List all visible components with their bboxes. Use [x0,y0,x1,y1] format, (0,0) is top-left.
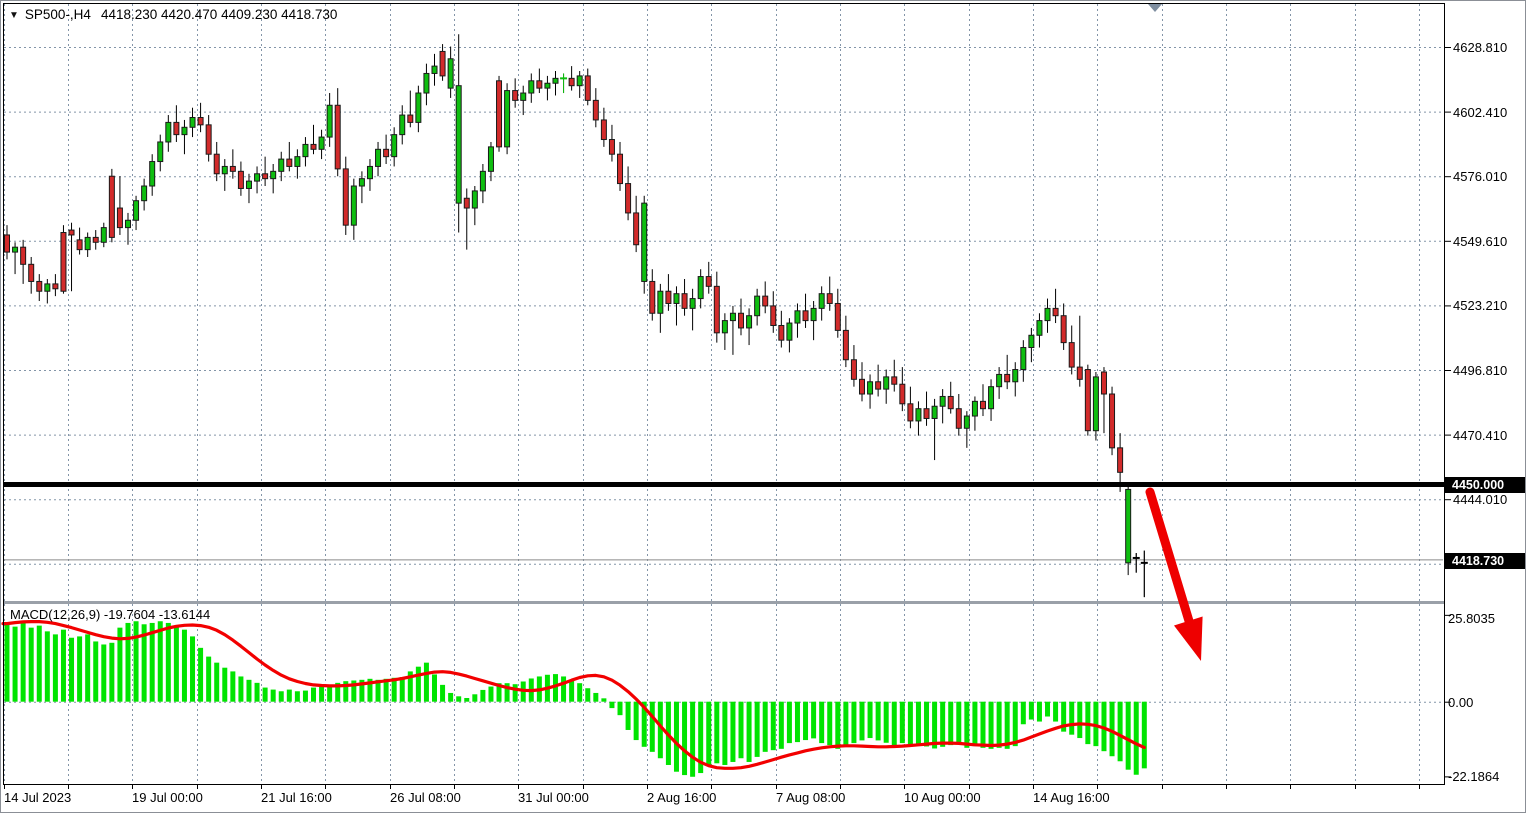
macd-signal-line [1,619,1146,770]
symbol-period-label: SP500-,H4 [24,7,91,22]
price-tick-label: 4549.610 [1453,233,1508,249]
hline-price-tag: 4450.000 [1445,476,1525,493]
time-axis-label: 2 Aug 16:00 [647,790,717,805]
price-tick-label: 4602.410 [1453,104,1508,120]
candlestick-series [4,34,1148,598]
time-axis-label: 14 Aug 16:00 [1033,790,1110,805]
time-axis-label: 31 Jul 00:00 [518,790,589,805]
collapse-triangle-icon[interactable]: ▼ [9,10,19,21]
price-tick-label: 4444.010 [1453,492,1508,508]
price-tick-label: 4628.810 [1453,40,1508,55]
macd-indicator-label: MACD(12,26,9) -19.7604 -13.6144 [10,607,211,622]
macd-histogram [4,621,1147,777]
time-axis-label: 26 Jul 08:00 [390,790,461,805]
time-axis-label: 21 Jul 16:00 [261,790,332,805]
time-axis-label: 10 Aug 00:00 [904,790,981,805]
macd-scale-min: -22.1864 [1448,769,1500,785]
pane-separator-bar [3,601,1444,604]
ohlc-values: 4418.230 4420.470 4409.230 4418.730 [100,7,338,22]
chart-title: ▼ SP500-,H4 4418.230 4420.470 4409.230 441… [9,7,337,22]
chart-shift-triangle-icon[interactable] [1148,4,1162,12]
pane-separator[interactable] [3,600,1444,606]
price-tick-label: 4496.810 [1453,363,1508,378]
price-tick-label: 4470.410 [1453,427,1508,443]
macd-scale-zero: 0.00 [1448,694,1474,710]
axis-ticks [4,47,1451,789]
time-axis-label: 7 Aug 08:00 [776,790,846,805]
chart-frame [3,3,1445,785]
trend-arrow[interactable] [1145,487,1203,661]
last-price-tag: 4418.730 [1445,553,1525,570]
price-tick-label: 4576.010 [1453,169,1508,185]
price-tick-label: 4523.210 [1453,298,1508,314]
time-axis-label: 14 Jul 2023 [4,790,72,805]
time-axis-label: 19 Jul 00:00 [132,790,203,805]
macd-scale-max: 25.8035 [1448,610,1495,626]
